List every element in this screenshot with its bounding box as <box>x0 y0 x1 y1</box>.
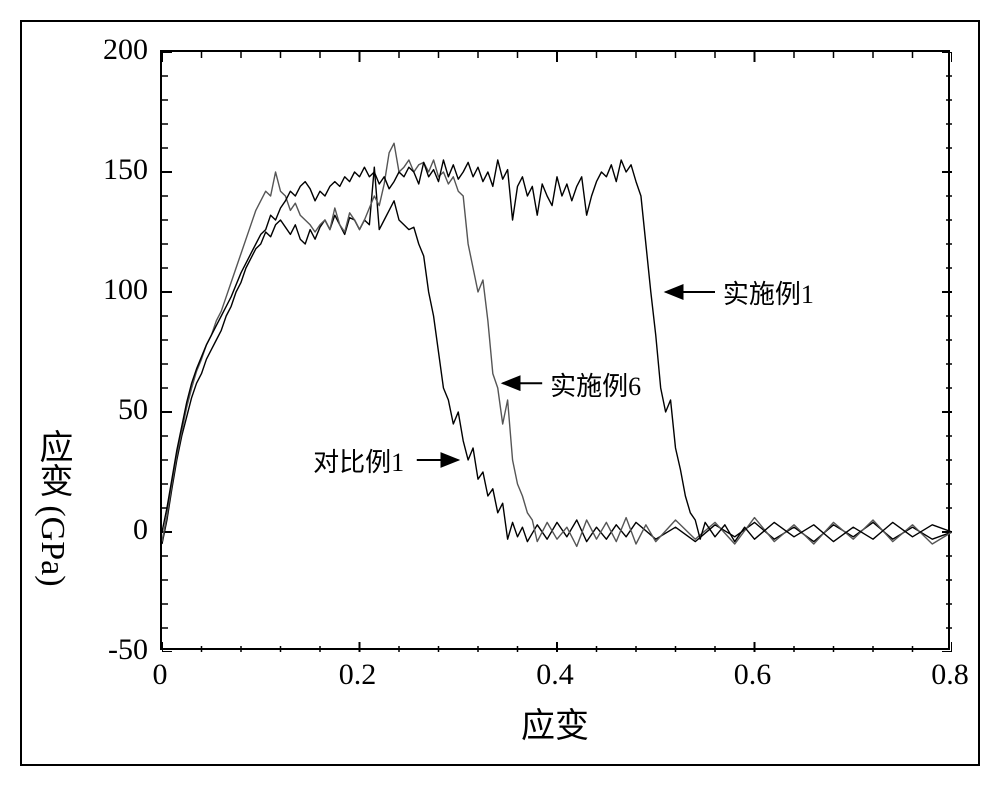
y-axis-label: 应变 (GPa) <box>28 429 77 587</box>
series-实施例6 <box>162 143 952 546</box>
plot-area <box>160 50 950 650</box>
y-tick-label: 0 <box>133 513 148 547</box>
y-tick-label: 200 <box>103 33 148 67</box>
y-tick-label: 50 <box>118 393 148 427</box>
x-tick-label: 0.4 <box>536 658 574 692</box>
x-axis-label: 应变 <box>521 698 589 747</box>
annotation-label-对比例1: 对比例1 <box>313 442 404 479</box>
y-tick-label: -50 <box>108 633 148 667</box>
annotation-label-实施例6: 实施例6 <box>550 366 641 403</box>
x-tick-label: 0.6 <box>734 658 772 692</box>
y-tick-label: 100 <box>103 273 148 307</box>
y-tick-label: 150 <box>103 153 148 187</box>
annotation-label-实施例1: 实施例1 <box>723 274 814 311</box>
x-tick-label: 0.8 <box>931 658 969 692</box>
series-实施例1 <box>162 160 952 542</box>
x-tick-label: 0 <box>153 658 168 692</box>
x-tick-label: 0.2 <box>339 658 377 692</box>
series-对比例1 <box>162 167 952 544</box>
plot-svg <box>162 52 952 652</box>
